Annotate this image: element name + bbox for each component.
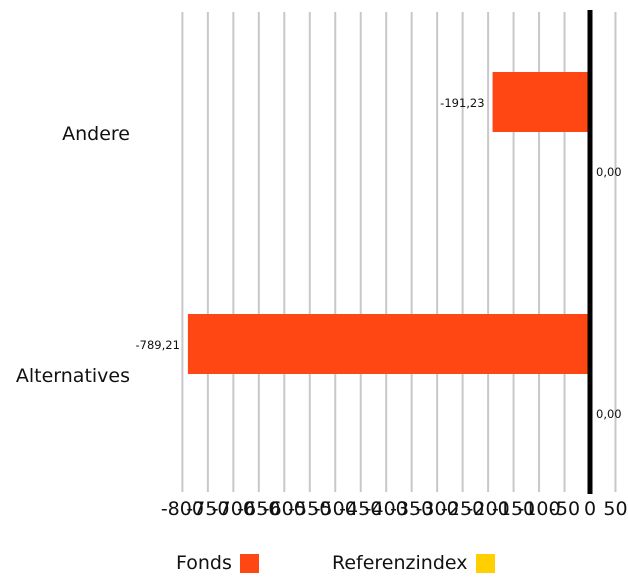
legend-referenzindex-swatch (475, 553, 495, 573)
bars (187, 72, 590, 374)
x-tick-label: -450 (339, 498, 382, 520)
data-labels: -191,23 0,00 -789,21 0,00 (136, 96, 622, 421)
data-label-fonds: -191,23 (440, 96, 484, 110)
category-labels: Andere Alternatives (16, 123, 130, 387)
data-label-fonds: -789,21 (136, 338, 180, 352)
bar-fonds (492, 72, 590, 132)
x-tick-label: -50 (549, 498, 580, 520)
x-tick-label: 50 (603, 498, 627, 520)
x-tick-label: -300 (416, 498, 459, 520)
x-tick-label: -350 (390, 498, 433, 520)
x-tick-label: -550 (288, 498, 331, 520)
x-tick-label: -650 (237, 498, 280, 520)
x-tick-labels: -800-750-700-650-600-550-500-450-400-350… (161, 498, 628, 520)
x-tick-label: -600 (263, 498, 306, 520)
legend-fonds-swatch (239, 553, 259, 573)
x-tick-label: -500 (314, 498, 357, 520)
x-tick-label: -700 (212, 498, 255, 520)
x-tick-label: -150 (492, 498, 535, 520)
data-label-referenzindex: 0,00 (596, 407, 622, 421)
legend-fonds: Fonds (176, 548, 259, 578)
bar-fonds (187, 314, 590, 374)
legend-referenzindex-label: Referenzindex (332, 552, 468, 574)
x-tick-label: -200 (467, 498, 510, 520)
data-label-referenzindex: 0,00 (596, 165, 622, 179)
x-tick-label: -100 (517, 498, 560, 520)
legend-fonds-label: Fonds (176, 552, 232, 574)
legend-referenzindex: Referenzindex (332, 548, 495, 578)
x-tick-label: -800 (161, 498, 204, 520)
grid-lines (181, 12, 617, 492)
x-tick-label: -250 (441, 498, 484, 520)
x-tick-label: 0 (584, 498, 596, 520)
x-tick-label: -750 (186, 498, 229, 520)
x-tick-label: -400 (365, 498, 408, 520)
category-label: Alternatives (16, 365, 130, 387)
category-label: Andere (62, 123, 130, 145)
